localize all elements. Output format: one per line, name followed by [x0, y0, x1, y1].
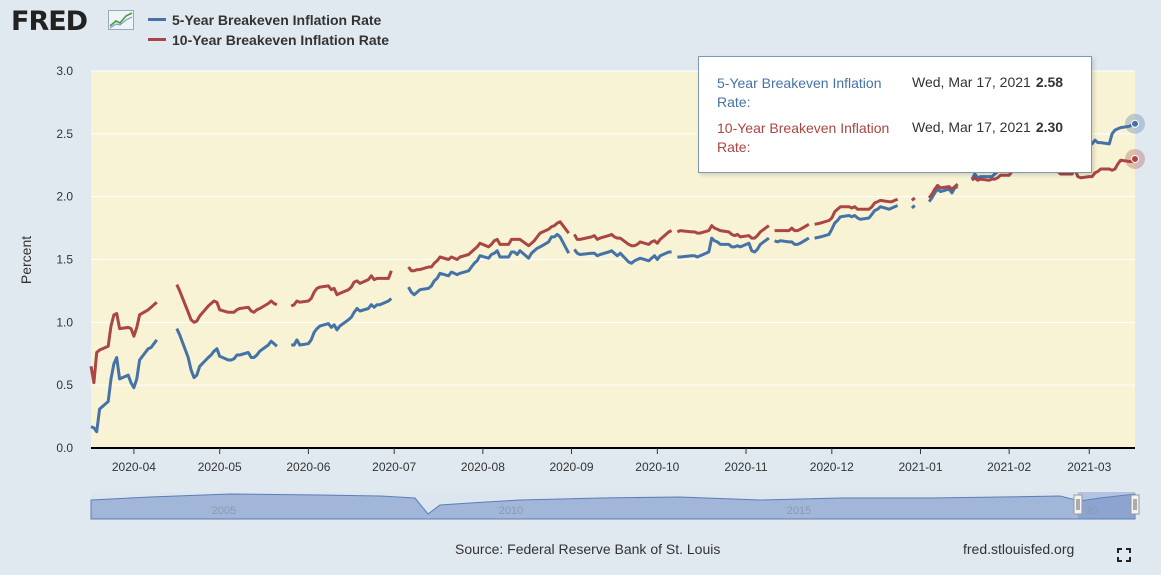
x-tick-label: 2020-05 — [198, 460, 242, 474]
x-tick-label: 2020-08 — [461, 460, 505, 474]
legend-label: 5-Year Breakeven Inflation Rate — [172, 12, 382, 28]
x-tick-label: 2020-10 — [635, 460, 679, 474]
y-tick-label: 0.5 — [56, 378, 73, 392]
tooltip-date: Wed, Mar 17, 2021 2.58 — [912, 74, 1063, 90]
fred-graph-icon — [108, 10, 134, 30]
legend-item-series-2[interactable]: 10-Year Breakeven Inflation Rate — [148, 32, 389, 48]
y-axis-label: Percent — [18, 236, 34, 284]
y-axis-ticks: 0.0 0.5 1.0 1.5 2.0 2.5 3.0 — [56, 64, 73, 455]
legend-item-series-1[interactable]: 5-Year Breakeven Inflation Rate — [148, 12, 381, 28]
y-tick-label: 2.5 — [56, 127, 73, 141]
tooltip-series-name: 5-Year Breakeven Inflation Rate: — [717, 75, 882, 110]
fullscreen-expand-icon[interactable] — [1117, 548, 1131, 562]
x-tick-label: 2021-02 — [987, 460, 1031, 474]
x-tick-label: 2021-03 — [1067, 460, 1111, 474]
tooltip-date-text: Wed, Mar 17, 2021 — [912, 119, 1031, 135]
tooltip: 5-Year Breakeven Inflation Rate: Wed, Ma… — [698, 56, 1092, 173]
tooltip-date-text: Wed, Mar 17, 2021 — [912, 74, 1031, 90]
navigator-year-label: 2015 — [787, 505, 811, 517]
navigator-year-label: 2010 — [499, 505, 523, 517]
y-tick-label: 3.0 — [56, 64, 73, 78]
y-tick-label: 1.5 — [56, 253, 73, 267]
legend-swatch-blue — [148, 18, 166, 22]
y-tick-label: 1.0 — [56, 315, 73, 329]
x-tick-label: 2020-04 — [112, 460, 156, 474]
tooltip-value: 2.58 — [1035, 74, 1064, 90]
tooltip-series-name: 10-Year Breakeven Inflation Rate: — [717, 120, 890, 155]
x-tick-label: 2020-09 — [550, 460, 594, 474]
series-line-1[interactable] — [90, 122, 1136, 434]
legend-label: 10-Year Breakeven Inflation Rate — [172, 32, 390, 48]
y-tick-label: 0.0 — [56, 441, 73, 455]
tooltip-value: 2.30 — [1035, 119, 1064, 135]
navigator-year-labels: 2005 2010 2015 20 — [212, 505, 1098, 517]
navigator-selection[interactable] — [1078, 492, 1135, 519]
navigator-year-label: 2005 — [212, 505, 236, 517]
hover-point[interactable] — [1131, 154, 1139, 163]
x-axis-ticks: 2020-04 2020-05 2020-06 2020-07 2020-08 2020-… — [112, 448, 1112, 474]
navigator-handle-right[interactable] — [1130, 494, 1140, 515]
x-tick-label: 2020-12 — [810, 460, 854, 474]
navigator-year-label: 20 — [1086, 505, 1098, 517]
gridlines — [91, 70, 1135, 386]
navigator-handle-left[interactable] — [1073, 494, 1083, 515]
series-lines — [89, 122, 1136, 434]
source-text: Source: Federal Reserve Bank of St. Loui… — [455, 541, 721, 557]
x-tick-label: 2020-06 — [286, 460, 330, 474]
legend-swatch-red — [148, 38, 166, 42]
hover-point[interactable] — [1131, 119, 1139, 128]
series-line-2[interactable] — [89, 157, 1136, 385]
fred-logo[interactable]: FRED — [11, 6, 88, 37]
navigator-area — [90, 493, 1136, 520]
x-tick-label: 2020-07 — [372, 460, 416, 474]
x-tick-label: 2020-11 — [724, 460, 767, 474]
x-tick-label: 2021-01 — [898, 460, 942, 474]
site-link[interactable]: fred.stlouisfed.org — [963, 541, 1075, 557]
end-markers — [1125, 113, 1145, 169]
tooltip-date: Wed, Mar 17, 2021 2.30 — [912, 119, 1063, 135]
navigator[interactable]: 2005 2010 2015 20 — [90, 492, 1140, 520]
y-tick-label: 2.0 — [56, 190, 73, 204]
